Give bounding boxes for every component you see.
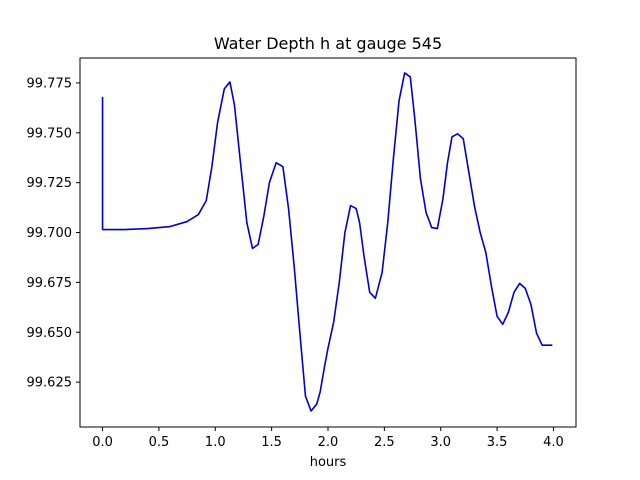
y-tick-label: 99.675 [27, 276, 73, 291]
y-tick-label: 99.725 [27, 176, 73, 191]
x-tick-label: 1.5 [261, 435, 282, 450]
x-tick-label: 3.5 [487, 435, 508, 450]
x-axis-label: hours [310, 455, 347, 470]
x-tick-label: 2.0 [318, 435, 339, 450]
y-tick-label: 99.750 [27, 126, 73, 141]
y-tick-label: 99.650 [27, 326, 73, 341]
x-tick-label: 0.0 [92, 435, 113, 450]
axes-frame [79, 57, 577, 428]
x-axis-ticks: 0.0 0.5 1.0 1.5 2.0 2.5 3.0 3.5 4.0 [92, 427, 564, 450]
x-tick-label: 0.5 [149, 435, 170, 450]
x-tick-label: 4.0 [543, 435, 564, 450]
series-line-0 [101, 72, 553, 412]
y-tick-label: 99.775 [27, 76, 73, 91]
chart-title: Water Depth h at gauge 545 [214, 34, 442, 53]
y-axis-ticks: 99.625 99.650 99.675 99.700 99.725 99.750 99.7… [27, 76, 80, 391]
x-tick-label: 3.0 [430, 435, 451, 450]
y-tick-label: 99.625 [27, 376, 73, 391]
x-tick-label: 2.5 [374, 435, 395, 450]
x-tick-label: 1.0 [205, 435, 226, 450]
plot-area [101, 72, 553, 412]
y-tick-label: 99.700 [27, 226, 73, 241]
